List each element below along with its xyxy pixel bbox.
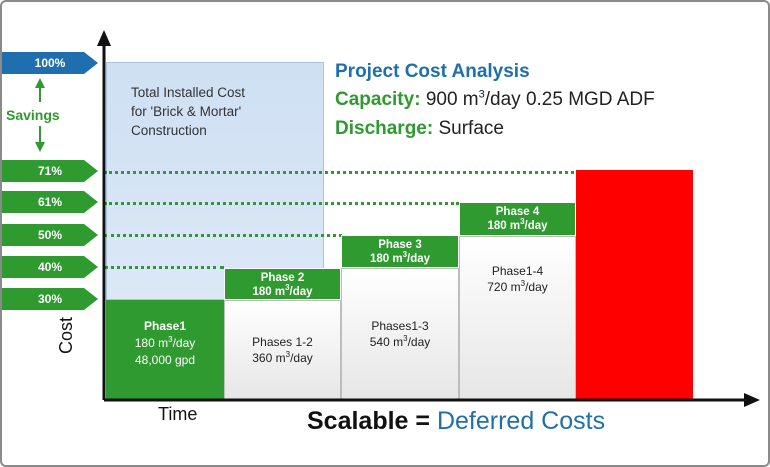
brick-mortar-text: Total Installed Cost for 'Brick & Mortar… bbox=[131, 83, 245, 140]
phase3-body-line1: Phases1-3 bbox=[371, 319, 429, 333]
phase3-header: Phase 3 180 m3/day bbox=[341, 235, 459, 268]
tagline-accent: Deferred Costs bbox=[436, 407, 606, 435]
project-title: Project Cost Analysis bbox=[335, 61, 530, 82]
brick-mortar-line1: Total Installed Cost bbox=[131, 85, 246, 100]
dotted-line-71 bbox=[104, 171, 574, 174]
phase1-rate: 180 m3/day bbox=[134, 335, 196, 351]
percent-marker-61: 61% bbox=[2, 191, 98, 213]
percent-marker-50: 50% bbox=[2, 224, 98, 246]
phase2-body: Phases 1-2 360 m3/day bbox=[224, 300, 341, 400]
capacity-label: Capacity: bbox=[335, 89, 421, 110]
dotted-line-50 bbox=[104, 234, 342, 237]
phase1-block: Phase1 180 m3/day 48,000 gpd bbox=[106, 300, 224, 400]
phase3-header-rate: 180 m3/day bbox=[369, 250, 431, 265]
red-cost-block bbox=[576, 170, 693, 400]
savings-label: Savings bbox=[6, 107, 60, 123]
phase2-body-line1: Phases 1-2 bbox=[252, 335, 313, 349]
phase3-title: Phase 3 bbox=[378, 239, 422, 251]
capacity-line: Capacity: 900 m3/day 0.25 MGD ADF bbox=[335, 89, 655, 111]
phase4-body-line1: Phase1-4 bbox=[491, 264, 544, 278]
phase4-header: Phase 4 180 m3/day bbox=[459, 202, 576, 236]
phase2-header-rate: 180 m3/day bbox=[252, 283, 313, 298]
phase2-header: Phase 2 180 m3/day bbox=[224, 268, 341, 300]
percent-marker-30: 30% bbox=[2, 288, 98, 310]
tagline: Scalable = Deferred Costs bbox=[307, 407, 605, 436]
phase2-title: Phase 2 bbox=[260, 272, 305, 284]
brick-mortar-line3: Construction bbox=[131, 123, 207, 138]
discharge-line: Discharge: Surface bbox=[335, 118, 504, 140]
discharge-value: Surface bbox=[438, 118, 504, 139]
phase4-body-line2: 720 m3/day bbox=[487, 279, 548, 295]
phase4-title: Phase 4 bbox=[495, 206, 540, 218]
dotted-line-40 bbox=[104, 266, 224, 269]
dotted-line-61 bbox=[104, 202, 459, 205]
phase4-body: Phase1-4 720 m3/day bbox=[459, 236, 576, 400]
phase2-body-line2: 360 m3/day bbox=[252, 350, 313, 366]
tagline-lead: Scalable = bbox=[307, 407, 430, 435]
percent-marker-100: 100% bbox=[2, 52, 98, 74]
brick-mortar-line2: for 'Brick & Mortar' bbox=[131, 104, 242, 119]
brick-mortar-box: Total Installed Cost for 'Brick & Mortar… bbox=[106, 62, 324, 300]
x-axis-label: Time bbox=[158, 404, 198, 424]
phase3-block: Phase 3 180 m3/day Phases1-3 540 m3/day bbox=[341, 235, 459, 400]
phase3-body-line2: 540 m3/day bbox=[369, 334, 431, 350]
percent-marker-40: 40% bbox=[2, 256, 98, 278]
phase4-header-rate: 180 m3/day bbox=[487, 217, 548, 232]
capacity-value: 900 m3/day 0.25 MGD ADF bbox=[425, 88, 655, 110]
phase3-body: Phases1-3 540 m3/day bbox=[341, 268, 459, 400]
discharge-label: Discharge: bbox=[335, 118, 434, 139]
phase4-block: Phase 4 180 m3/day Phase1-4 720 m3/day bbox=[459, 202, 576, 400]
phase1-gpd: 48,000 gpd bbox=[134, 353, 196, 367]
savings-arrow bbox=[35, 78, 45, 152]
percent-marker-71: 71% bbox=[2, 160, 98, 182]
phase1-name: Phase1 bbox=[143, 319, 187, 333]
phase2-block: Phase 2 180 m3/day Phases 1-2 360 m3/day bbox=[224, 268, 341, 400]
